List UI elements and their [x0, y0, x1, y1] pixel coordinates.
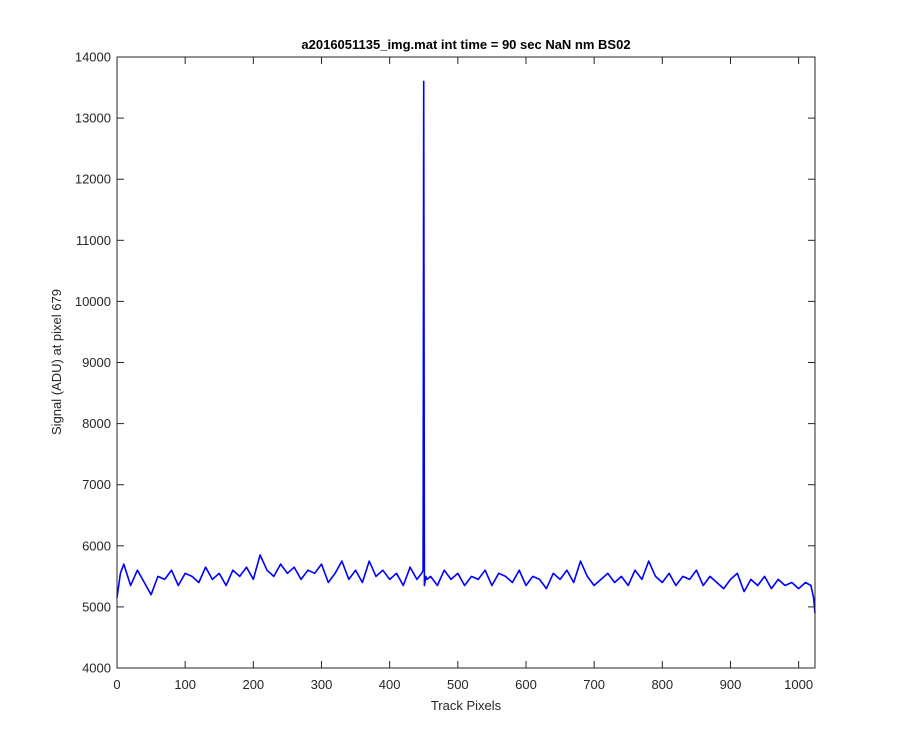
y-tick-label: 8000 — [82, 416, 111, 431]
y-tick-label: 5000 — [82, 599, 111, 614]
chart-title: a2016051135_img.mat int time = 90 sec Na… — [301, 37, 630, 52]
y-tick-label: 6000 — [82, 538, 111, 553]
x-tick-label: 1000 — [784, 677, 813, 692]
x-tick-label: 900 — [720, 677, 742, 692]
y-axis-label: Signal (ADU) at pixel 679 — [49, 289, 64, 435]
y-tick-label: 4000 — [82, 661, 111, 676]
plot-area — [117, 57, 815, 668]
x-tick-label: 600 — [515, 677, 537, 692]
series-line-0 — [116, 80, 816, 614]
x-tick-label: 500 — [447, 677, 469, 692]
x-axis-label: Track Pixels — [431, 698, 502, 713]
y-tick-label: 7000 — [82, 477, 111, 492]
x-tick-label: 0 — [113, 677, 120, 692]
x-tick-label: 800 — [651, 677, 673, 692]
x-tick-label: 200 — [242, 677, 264, 692]
x-tick-label: 100 — [174, 677, 196, 692]
x-tick-label: 300 — [311, 677, 333, 692]
y-axis-ticks: 4000 5000 6000 7000 8000 9000 10000 11000 12000 1… — [75, 50, 815, 676]
y-tick-label: 9000 — [82, 355, 111, 370]
series-layer — [116, 80, 816, 614]
x-axis-ticks: 0 100 200 300 400 500 600 700 800 900 1000 — [113, 57, 813, 692]
y-tick-label: 11000 — [76, 233, 111, 248]
x-tick-label: 400 — [379, 677, 401, 692]
y-tick-label: 10000 — [75, 294, 111, 309]
y-tick-label: 13000 — [75, 111, 111, 126]
y-tick-label: 12000 — [75, 172, 111, 187]
x-tick-label: 700 — [583, 677, 605, 692]
y-tick-label: 14000 — [75, 50, 111, 65]
